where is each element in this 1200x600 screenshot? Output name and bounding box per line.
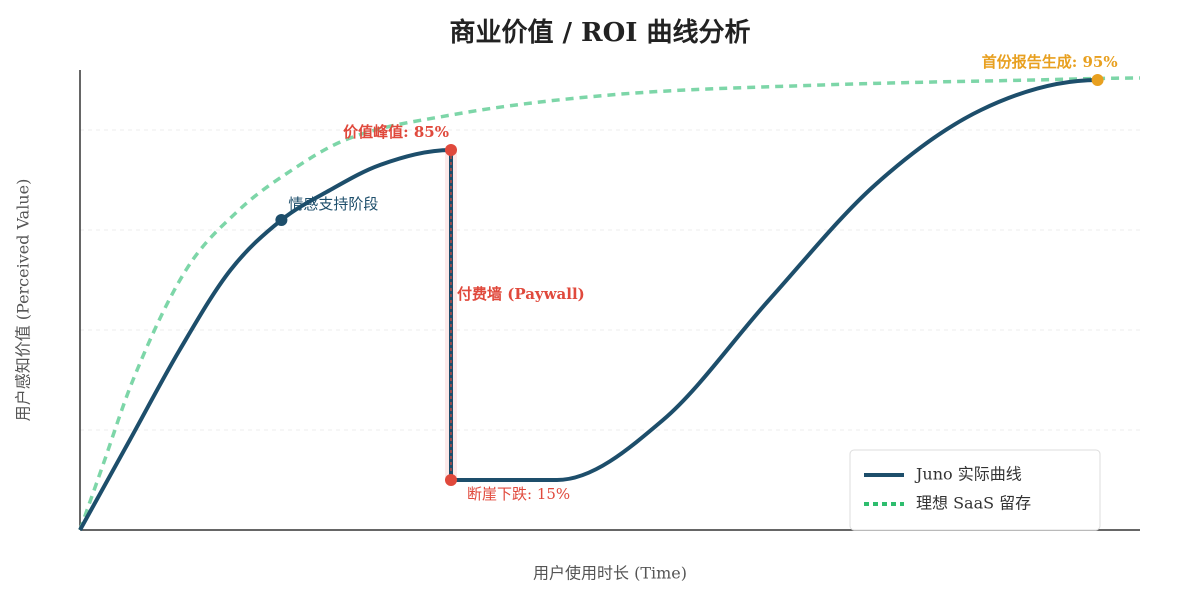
chart-title: 商业价值 / ROI 曲线分析	[449, 17, 750, 48]
annotation: 断崖下跌: 15%	[467, 485, 570, 503]
x-axis-label: 用户使用时长 (Time)	[533, 564, 687, 583]
annotation-point	[275, 214, 288, 226]
annotation-point	[445, 144, 457, 156]
annotation-point	[1091, 74, 1104, 86]
annotation: 首份报告生成: 95%	[982, 53, 1118, 71]
annotation-point	[445, 474, 457, 486]
annotation: 情感支持阶段	[288, 195, 378, 213]
legend-box	[849, 449, 1101, 531]
legend-label: Juno 实际曲线	[914, 465, 1022, 484]
annotation: 价值峰值: 85%	[343, 123, 449, 141]
legend-label: 理想 SaaS 留存	[916, 494, 1031, 513]
annotation: 付费墙 (Paywall)	[457, 285, 585, 303]
series-line	[78, 76, 1141, 531]
series-line	[78, 78, 1098, 531]
y-axis-label: 用户感知价值 (Perceived Value)	[14, 179, 33, 422]
